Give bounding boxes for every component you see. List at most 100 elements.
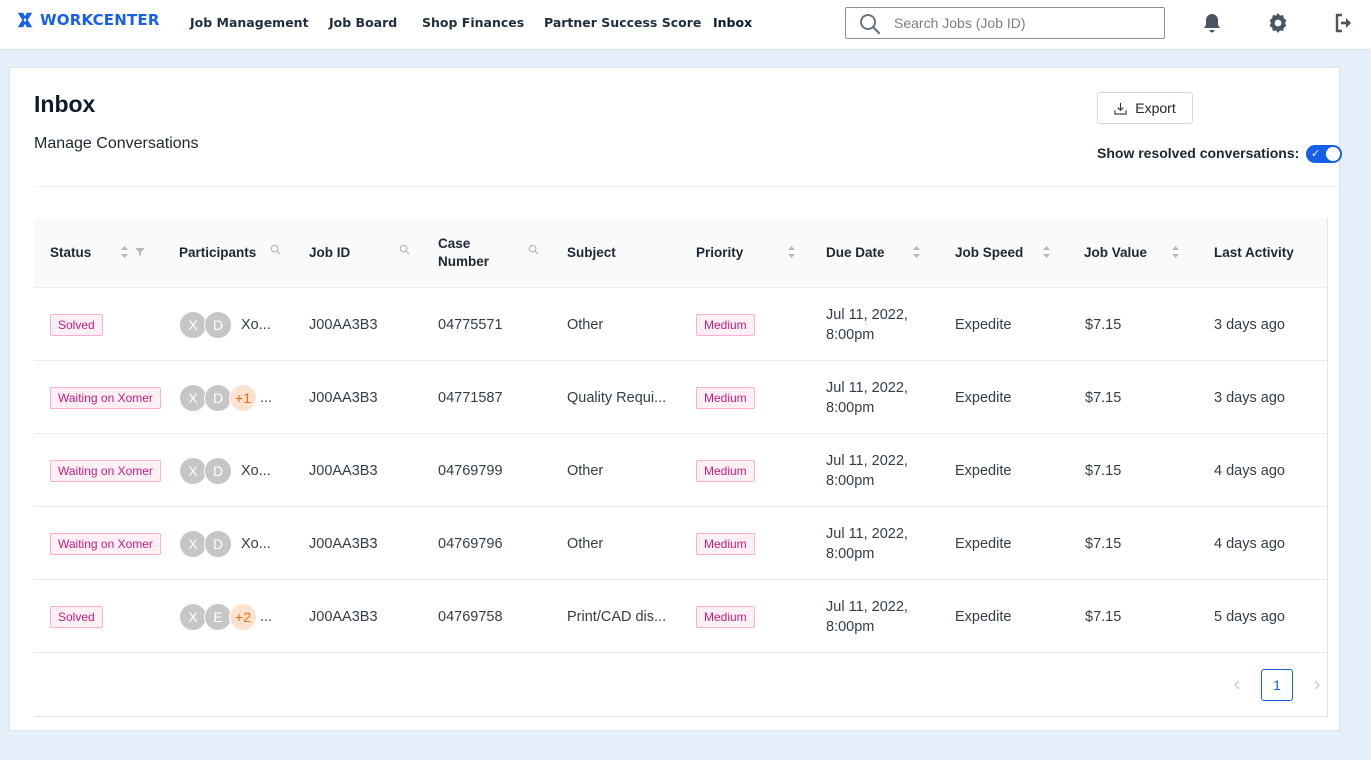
participants-cell: X D Xo... — [179, 434, 271, 507]
job-speed-cell: Expedite — [955, 389, 1012, 406]
filter-icon[interactable] — [135, 247, 145, 257]
status-badge: Solved — [50, 313, 103, 336]
export-button[interactable]: Export — [1097, 92, 1193, 124]
table-row[interactable]: Waiting on Xomer X D +1 ... J00AA3B3 047… — [34, 361, 1327, 434]
due-time-text: 8:00pm — [826, 618, 875, 635]
participant-name: Xo... — [241, 535, 271, 552]
page-number-button[interactable]: 1 — [1261, 669, 1293, 701]
workcenter-logo[interactable]: WORKCENTER — [16, 9, 160, 31]
participant-name: ... — [260, 389, 273, 406]
last-activity-cell: 4 days ago — [1214, 462, 1285, 479]
due-date-cell: Jul 11, 2022, 8:00pm — [826, 361, 908, 434]
table-row[interactable]: Solved X D Xo... J00AA3B3 04775571 Other… — [34, 288, 1327, 361]
nav-job-board[interactable]: Job Board — [329, 15, 398, 30]
table-row[interactable]: Solved X E +2 ... J00AA3B3 04769758 Prin… — [34, 580, 1327, 653]
column-header-job-speed: Job Speed — [940, 218, 1069, 288]
due-date-cell: Jul 11, 2022, 8:00pm — [826, 507, 908, 580]
status-badge: Waiting on Xomer — [50, 386, 161, 409]
due-date-text: Jul 11, 2022, — [826, 452, 908, 469]
due-date-cell: Jul 11, 2022, 8:00pm — [826, 580, 908, 653]
last-activity-cell: 4 days ago — [1214, 535, 1285, 552]
avatar: X — [179, 456, 207, 485]
toggle-knob — [1326, 147, 1340, 161]
due-time-text: 8:00pm — [826, 545, 875, 562]
column-header-subject: Subject — [567, 245, 616, 260]
nav-job-management[interactable]: Job Management — [190, 15, 309, 30]
job-speed-cell: Expedite — [955, 608, 1012, 625]
job-id-cell: J00AA3B3 — [309, 389, 378, 406]
job-id-cell: J00AA3B3 — [309, 608, 378, 625]
table-header: Status Participants Job ID Case Numb — [34, 218, 1327, 288]
sort-icon[interactable] — [912, 244, 921, 260]
avatar: D — [204, 529, 232, 558]
participant-name: ... — [260, 608, 273, 625]
pagination: 1 — [1221, 669, 1333, 701]
sort-icon[interactable] — [1042, 244, 1051, 260]
avatar: D — [204, 310, 232, 339]
last-activity-cell: 3 days ago — [1214, 389, 1285, 406]
job-search — [845, 7, 1165, 39]
x-logo-icon — [17, 12, 33, 28]
export-label: Export — [1135, 100, 1176, 116]
inbox-card: Inbox Manage Conversations Export Show r… — [9, 67, 1342, 731]
table-row[interactable]: Waiting on Xomer X D Xo... J00AA3B3 0476… — [34, 507, 1327, 580]
last-activity-cell: 5 days ago — [1214, 608, 1285, 625]
avatar: X — [179, 529, 207, 558]
job-value-cell: $7.15 — [1085, 608, 1122, 625]
search-input[interactable] — [846, 8, 1164, 38]
check-icon: ✓ — [1311, 147, 1321, 160]
nav-partner-success-score[interactable]: Partner Success Score — [544, 15, 702, 30]
search-icon — [860, 14, 881, 35]
nav-shop-finances[interactable]: Shop Finances — [422, 15, 525, 30]
download-icon — [1114, 102, 1127, 115]
sort-icon[interactable] — [120, 244, 129, 260]
gear-icon[interactable] — [1266, 11, 1290, 35]
column-header-job-id: Job ID — [293, 218, 423, 288]
due-date-cell: Jul 11, 2022, 8:00pm — [826, 288, 908, 361]
column-search-icon[interactable] — [528, 244, 539, 255]
due-time-text: 8:00pm — [826, 326, 875, 343]
participants-cell: X D Xo... — [179, 507, 271, 580]
column-header-due-date: Due Date — [810, 218, 940, 288]
sort-icon[interactable] — [1171, 244, 1180, 260]
page-subtitle: Manage Conversations — [34, 135, 199, 152]
column-search-icon[interactable] — [270, 244, 281, 255]
priority-badge: Medium — [696, 459, 755, 482]
case-number-cell: 04769796 — [438, 535, 503, 552]
column-header-participants: Participants — [163, 218, 293, 288]
case-number-cell: 04769799 — [438, 462, 503, 479]
job-id-cell: J00AA3B3 — [309, 462, 378, 479]
job-id-cell: J00AA3B3 — [309, 316, 378, 333]
sort-icon[interactable] — [787, 244, 796, 260]
due-time-text: 8:00pm — [826, 399, 875, 416]
participants-cell: X E +2 ... — [179, 580, 272, 653]
nav-inbox[interactable]: Inbox — [713, 15, 753, 30]
job-id-cell: J00AA3B3 — [309, 535, 378, 552]
participant-name: Xo... — [241, 316, 271, 333]
column-search-icon[interactable] — [399, 244, 410, 255]
table-row[interactable]: Waiting on Xomer X D Xo... J00AA3B3 0476… — [34, 434, 1327, 507]
prev-page-button[interactable] — [1221, 669, 1253, 701]
conversations-table: Status Participants Job ID Case Numb — [34, 218, 1328, 717]
priority-badge: Medium — [696, 386, 755, 409]
status-badge: Waiting on Xomer — [50, 459, 161, 482]
job-value-cell: $7.15 — [1085, 389, 1122, 406]
logout-icon[interactable] — [1332, 11, 1356, 35]
case-number-cell: 04769758 — [438, 608, 503, 625]
due-time-text: 8:00pm — [826, 472, 875, 489]
job-value-cell: $7.15 — [1085, 462, 1122, 479]
avatar: D — [204, 383, 232, 412]
avatar: X — [179, 383, 207, 412]
page-title: Inbox — [34, 91, 96, 117]
priority-badge: Medium — [696, 313, 755, 336]
bell-icon[interactable] — [1200, 11, 1224, 35]
job-speed-cell: Expedite — [955, 535, 1012, 552]
show-resolved-toggle[interactable]: ✓ — [1306, 145, 1342, 163]
case-number-cell: 04775571 — [438, 316, 503, 333]
priority-badge: Medium — [696, 532, 755, 555]
header-divider — [34, 186, 1342, 187]
subject-cell: Other — [567, 535, 604, 552]
due-date-cell: Jul 11, 2022, 8:00pm — [826, 434, 908, 507]
column-header-status: Status — [50, 218, 163, 288]
next-page-button[interactable] — [1301, 669, 1333, 701]
